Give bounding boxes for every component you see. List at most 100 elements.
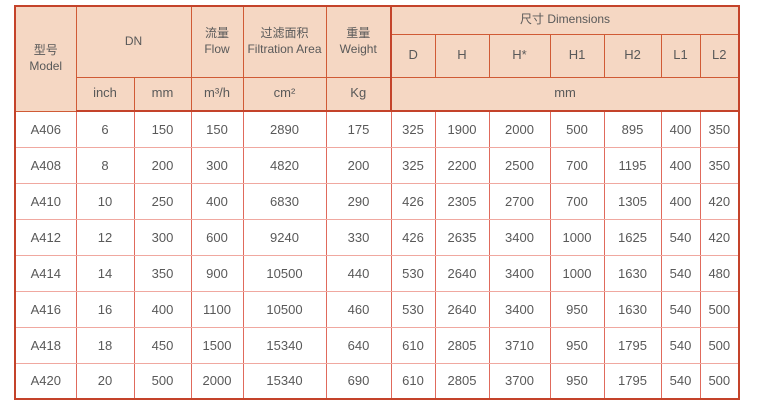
cell-mm: 350 (133, 254, 192, 292)
table-row: A410 10 250 400 6830 290 426 2305 2700 7… (14, 182, 740, 220)
cell-weight: 690 (325, 362, 392, 400)
cell-dim-h: 2635 (434, 218, 490, 256)
header-flow-en: Flow (204, 41, 230, 56)
header-flow: 流量 Flow (190, 5, 244, 78)
cell-dim-d: 325 (390, 110, 436, 148)
cell-mm: 400 (133, 290, 192, 328)
cell-dim-h: 2200 (434, 146, 490, 184)
cell-mm: 150 (133, 110, 192, 148)
cell-weight: 640 (325, 326, 392, 364)
cell-area: 2890 (242, 110, 327, 148)
header-dim-h1: H1 (549, 33, 605, 78)
unit-weight: Kg (325, 76, 392, 112)
cell-dim-h: 2640 (434, 290, 490, 328)
header-filtration-area: 过滤面积 Filtration Area (242, 5, 327, 78)
cell-inch: 8 (75, 146, 135, 184)
cell-model: A412 (14, 218, 77, 256)
cell-weight: 460 (325, 290, 392, 328)
cell-dim-d: 610 (390, 362, 436, 400)
cell-flow: 400 (190, 182, 244, 220)
cell-dim-hstar: 2700 (488, 182, 551, 220)
header-area-en: Filtration Area (247, 41, 322, 56)
cell-dim-hstar: 3400 (488, 254, 551, 292)
cell-dim-l1: 540 (660, 218, 701, 256)
cell-dim-h2: 1625 (603, 218, 662, 256)
cell-dim-h: 1900 (434, 110, 490, 148)
cell-dim-h: 2805 (434, 362, 490, 400)
table-header: 型号 Model DN 流量 Flow 过滤面积 Filtration Area… (14, 5, 740, 112)
cell-inch: 20 (75, 362, 135, 400)
cell-dim-l1: 400 (660, 182, 701, 220)
cell-area: 10500 (242, 290, 327, 328)
cell-mm: 300 (133, 218, 192, 256)
cell-dim-h1: 950 (549, 290, 605, 328)
cell-dim-h2: 1630 (603, 254, 662, 292)
table-row: A420 20 500 2000 15340 690 610 2805 3700… (14, 362, 740, 400)
table-row: A406 6 150 150 2890 175 325 1900 2000 50… (14, 110, 740, 148)
header-dn: DN (75, 5, 192, 78)
cell-dim-hstar: 2000 (488, 110, 551, 148)
cell-weight: 290 (325, 182, 392, 220)
cell-area: 6830 (242, 182, 327, 220)
cell-dim-h2: 1305 (603, 182, 662, 220)
header-weight-en: Weight (339, 41, 377, 56)
cell-dim-l1: 400 (660, 110, 701, 148)
cell-area: 9240 (242, 218, 327, 256)
header-weight: 重量 Weight (325, 5, 392, 78)
cell-dim-l1: 540 (660, 362, 701, 400)
header-dimensions: 尺寸 Dimensions (389, 5, 740, 35)
cell-dim-d: 426 (390, 182, 436, 220)
cell-dim-h2: 895 (603, 110, 662, 148)
header-flow-cn: 流量 (204, 26, 229, 41)
cell-model: A420 (14, 362, 77, 400)
cell-dim-hstar: 3710 (488, 326, 551, 364)
cell-weight: 440 (325, 254, 392, 292)
cell-dim-l2: 350 (699, 146, 740, 184)
cell-dim-l1: 540 (660, 326, 701, 364)
cell-flow: 1500 (190, 326, 244, 364)
cell-area: 10500 (242, 254, 327, 292)
cell-dim-l1: 540 (660, 254, 701, 292)
cell-weight: 175 (325, 110, 392, 148)
header-model-cn: 型号 (33, 43, 58, 58)
cell-flow: 2000 (190, 362, 244, 400)
cell-dim-hstar: 3400 (488, 290, 551, 328)
cell-dim-h: 2805 (434, 326, 490, 364)
unit-area: cm² (242, 76, 327, 112)
cell-dim-l2: 420 (699, 218, 740, 256)
cell-dim-d: 530 (390, 290, 436, 328)
header-dim-l1: L1 (660, 33, 701, 78)
cell-mm: 500 (133, 362, 192, 400)
cell-dim-l2: 500 (699, 290, 740, 328)
cell-dim-d: 610 (390, 326, 436, 364)
table-row: A412 12 300 600 9240 330 426 2635 3400 1… (14, 218, 740, 256)
cell-inch: 12 (75, 218, 135, 256)
cell-dim-l2: 480 (699, 254, 740, 292)
cell-dim-hstar: 2500 (488, 146, 551, 184)
cell-dim-h2: 1630 (603, 290, 662, 328)
cell-dim-h: 2305 (434, 182, 490, 220)
header-dim-h: H (434, 33, 490, 78)
cell-weight: 200 (325, 146, 392, 184)
cell-dim-h1: 1000 (549, 254, 605, 292)
cell-model: A416 (14, 290, 77, 328)
cell-dim-hstar: 3400 (488, 218, 551, 256)
header-weight-cn: 重量 (346, 26, 371, 41)
unit-mm: mm (133, 76, 192, 112)
header-model: 型号 Model (14, 5, 77, 112)
cell-dim-d: 325 (390, 146, 436, 184)
header-dim-hstar: H* (488, 33, 551, 78)
cell-flow: 600 (190, 218, 244, 256)
cell-dim-l2: 500 (699, 362, 740, 400)
cell-flow: 300 (190, 146, 244, 184)
cell-dim-h1: 700 (549, 146, 605, 184)
cell-weight: 330 (325, 218, 392, 256)
cell-dim-h1: 950 (549, 326, 605, 364)
cell-dim-h2: 1195 (603, 146, 662, 184)
cell-inch: 16 (75, 290, 135, 328)
cell-dim-h2: 1795 (603, 326, 662, 364)
cell-mm: 450 (133, 326, 192, 364)
cell-area: 4820 (242, 146, 327, 184)
cell-dim-l1: 540 (660, 290, 701, 328)
cell-dim-h1: 1000 (549, 218, 605, 256)
